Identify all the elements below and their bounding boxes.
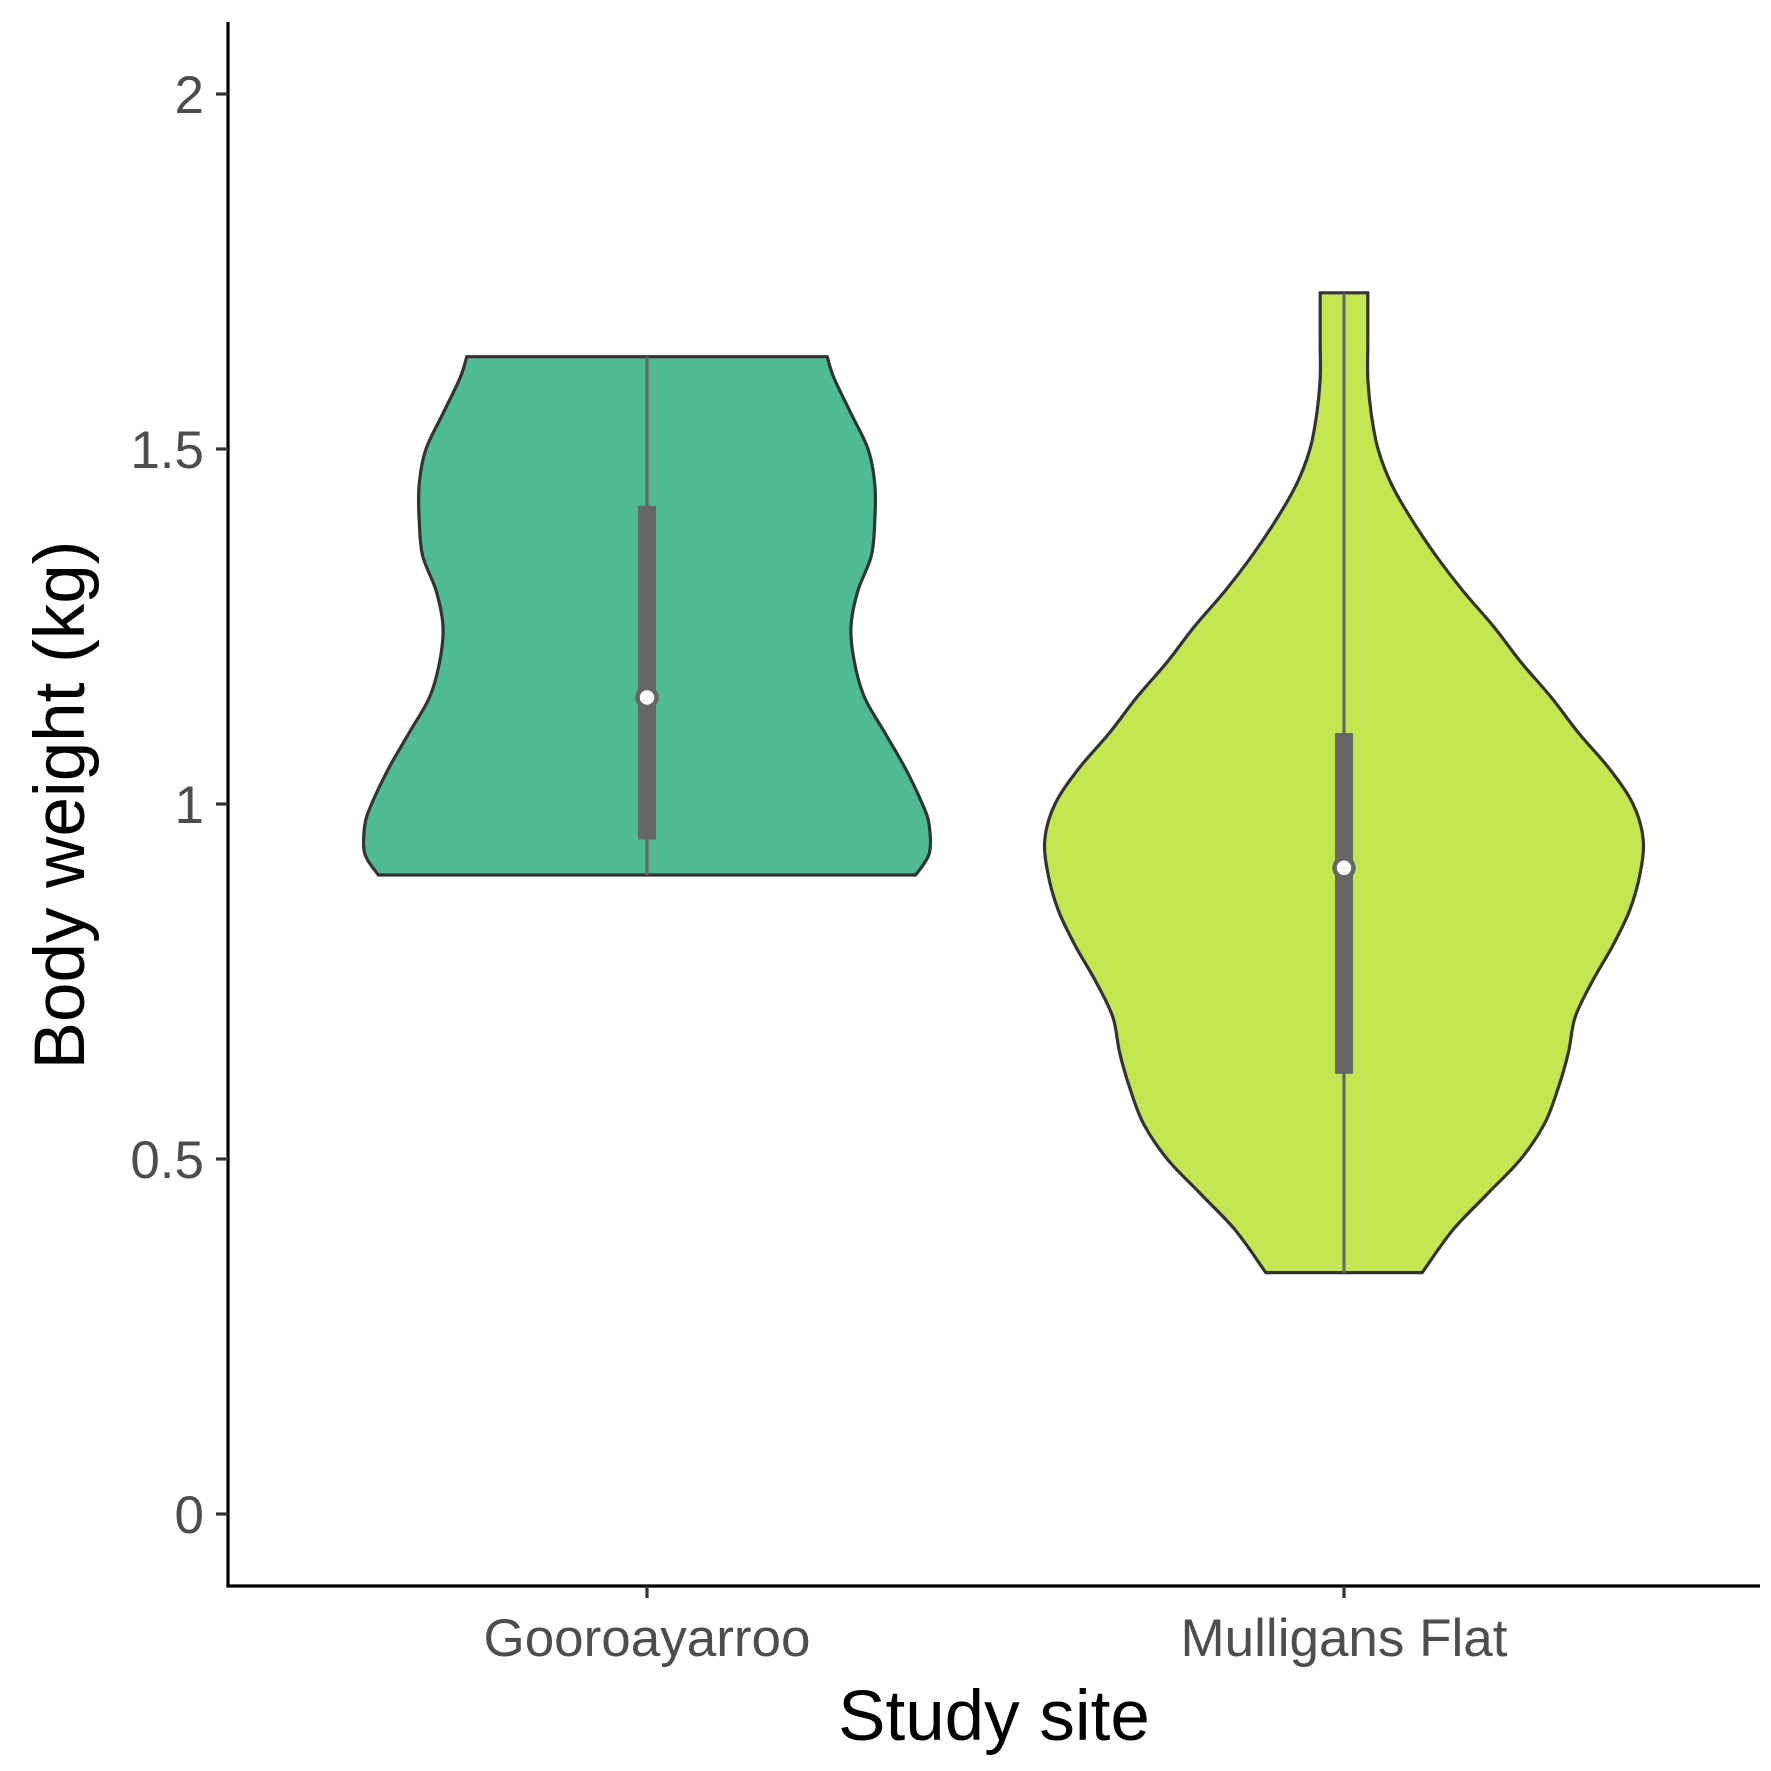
y-tick-label: 1.5 [130,421,204,480]
violin-gooroayarroo [361,355,933,877]
median-point [635,685,659,710]
x-tick-label: Gooroayarroo [483,1609,810,1668]
y-tick-label: 2 [175,66,204,125]
median-point [1332,856,1356,880]
iqr-box [1335,733,1353,1074]
x-axis-ticks: Gooroayarroo Mulligans Flat [483,1586,1508,1668]
plot-area [361,291,1646,1275]
x-axis-title: Study site [838,1677,1150,1756]
y-axis-title: Body weight (kg) [21,541,100,1070]
x-tick-label: Mulligans Flat [1181,1609,1508,1668]
y-tick-label: 1 [175,776,204,835]
violin-mulligans-flat [1042,291,1646,1275]
iqr-box [638,505,656,840]
y-tick-label: 0 [175,1486,204,1545]
y-axis-ticks: 0 0.5 1 1.5 2 [130,66,228,1545]
y-tick-label: 0.5 [130,1131,204,1190]
